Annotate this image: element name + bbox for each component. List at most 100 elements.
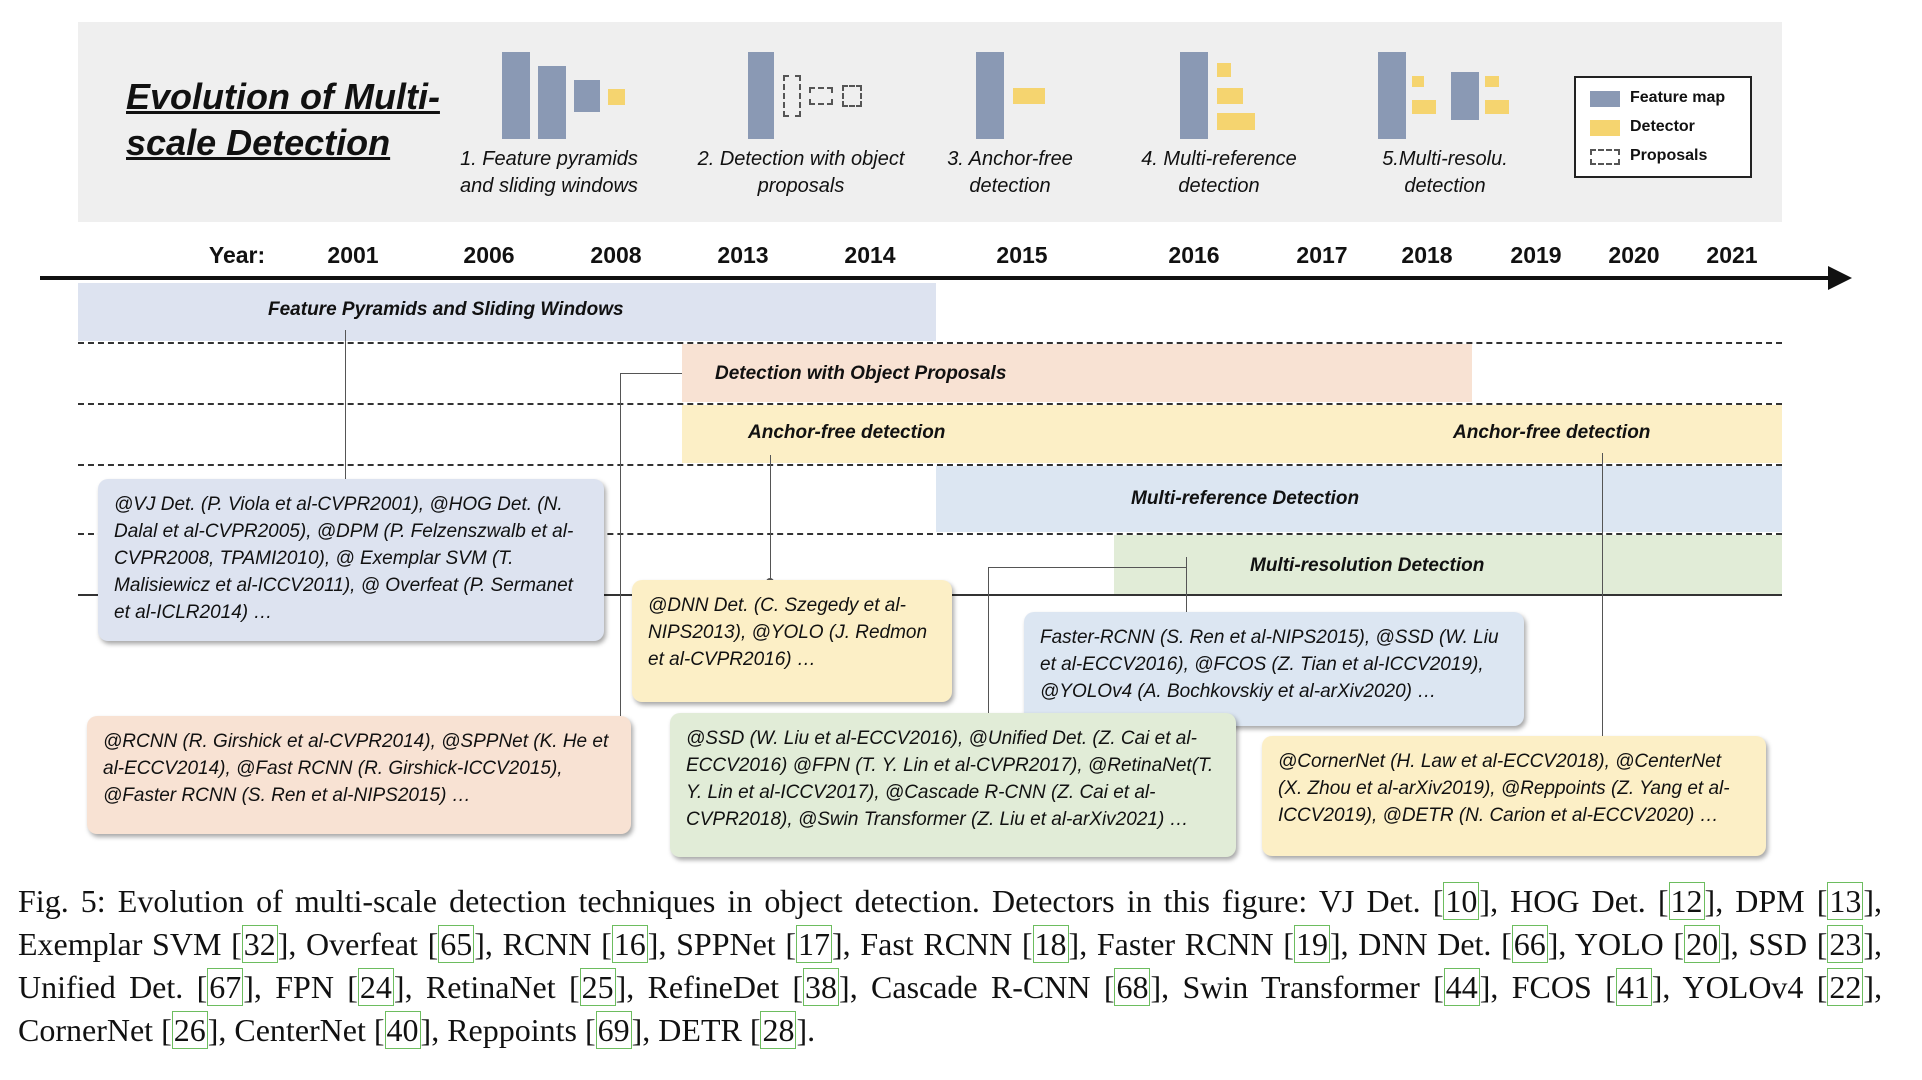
citation-link[interactable]: 10 (1443, 882, 1480, 920)
band-label-anchor-free-2: Anchor-free detection (1453, 422, 1651, 443)
legend-label-detector: Detector (1630, 118, 1695, 135)
caption-detector-name: Exemplar SVM (18, 926, 232, 962)
band-divider (78, 464, 1782, 466)
band-multi-reference: Multi-reference Detection (936, 466, 1782, 532)
band-divider (78, 342, 1782, 344)
detector-icon (1217, 113, 1255, 130)
detector-icon (1217, 88, 1243, 104)
detector-icon (1485, 76, 1499, 87)
detector-swatch-icon (1590, 120, 1620, 136)
connector-line (620, 373, 682, 374)
caption-detector-name: YOLO (1566, 926, 1674, 962)
detector-icon (1412, 76, 1424, 87)
year-tick: 2008 (590, 242, 642, 268)
caption-detector-name: RCNN (492, 926, 602, 962)
citation-link[interactable]: 68 (1114, 968, 1151, 1006)
year-tick: 2021 (1706, 242, 1758, 268)
band-divider (78, 533, 1782, 535)
citation-link[interactable]: 24 (357, 968, 394, 1006)
band-label-anchor-free-1: Anchor-free detection (748, 422, 946, 443)
caption-detector-name: FCOS (1498, 969, 1606, 1005)
caption-detector-name: DPM (1723, 883, 1817, 919)
detector-icon (1485, 100, 1509, 114)
proposal-icon (783, 75, 801, 117)
feature-map-icon (502, 52, 530, 139)
citation-link[interactable]: 41 (1615, 968, 1652, 1006)
citation-link[interactable]: 17 (796, 925, 833, 963)
figure-caption: Fig. 5: Evolution of multi-scale detecti… (18, 880, 1882, 1052)
caption-text: Evolution of multi-scale detection techn… (117, 883, 1308, 919)
detector-icon (1013, 88, 1045, 104)
year-tick: 2001 (327, 242, 379, 268)
feature-map-icon (1378, 52, 1406, 139)
callout-sliding-windows: @VJ Det. (P. Viola et al-CVPR2001), @HOG… (98, 479, 604, 641)
citation-link[interactable]: 22 (1827, 968, 1864, 1006)
citation-link[interactable]: 44 (1443, 968, 1480, 1006)
connector-line (988, 567, 989, 724)
citation-link[interactable]: 19 (1293, 925, 1330, 963)
citation-link[interactable]: 66 (1511, 925, 1548, 963)
citation-link[interactable]: 40 (384, 1011, 421, 1049)
band-label-multi-reference: Multi-reference Detection (1131, 488, 1360, 509)
legend-label-proposals: Proposals (1630, 147, 1708, 164)
feature-map-swatch-icon (1590, 91, 1620, 107)
caption-detector-name: Cascade R-CNN (857, 969, 1104, 1005)
feature-map-icon (1180, 52, 1208, 139)
callout-multi-reference: Faster-RCNN (S. Ren et al-NIPS2015), @SS… (1024, 612, 1524, 726)
year-tick: 2019 (1510, 242, 1562, 268)
panel-3-caption: 3. Anchor-free detection (947, 148, 1073, 197)
band-divider (78, 403, 1782, 405)
callout-object-proposals: @RCNN (R. Girshick et al-CVPR2014), @SPP… (87, 716, 631, 834)
year-tick: 2016 (1168, 242, 1220, 268)
caption-detector-name: Unified Det. (18, 969, 197, 1005)
detector-icon (1217, 63, 1231, 77)
citation-link[interactable]: 32 (241, 925, 278, 963)
citation-link[interactable]: 20 (1684, 925, 1721, 963)
citation-link[interactable]: 67 (207, 968, 244, 1006)
connector-line (620, 373, 621, 731)
band-anchor-free: Anchor-free detection Anchor-free detect… (682, 405, 1782, 463)
legend-label-feature-map: Feature map (1630, 89, 1726, 106)
band-feature-pyramids: Feature Pyramids and Sliding Windows (78, 283, 936, 341)
panel-5-caption: 5.Multi-resolu. detection (1382, 148, 1508, 197)
detector-icon (1412, 100, 1436, 114)
callout-anchor-free-early: @DNN Det. (C. Szegedy et al-NIPS2013), @… (632, 580, 952, 702)
caption-detector-name: HOG Det. (1498, 883, 1658, 919)
citation-link[interactable]: 26 (171, 1011, 208, 1049)
caption-detector-name: Faster RCNN (1087, 926, 1284, 962)
band-label-multi-resolution: Multi-resolution Detection (1250, 555, 1485, 576)
year-tick: 2018 (1401, 242, 1453, 268)
citation-link[interactable]: 25 (579, 968, 616, 1006)
timeline-arrow-icon (1828, 266, 1852, 290)
caption-detector-name: RefineDet (634, 969, 793, 1005)
citation-link[interactable]: 28 (760, 1011, 797, 1049)
citation-link[interactable]: 16 (611, 925, 648, 963)
citation-link[interactable]: 69 (595, 1011, 632, 1049)
caption-detector-name: Swin Transformer (1169, 969, 1434, 1005)
band-label-feature-pyramids: Feature Pyramids and Sliding Windows (268, 299, 624, 320)
connector-line (1602, 453, 1603, 743)
proposal-icon (842, 85, 862, 107)
year-tick: 2013 (717, 242, 769, 268)
caption-detector-name: Reppoints (439, 1012, 585, 1048)
citation-link[interactable]: 65 (438, 925, 475, 963)
feature-map-icon (748, 52, 774, 139)
band-label-object-proposals: Detection with Object Proposals (715, 363, 1007, 384)
citation-link[interactable]: 12 (1668, 882, 1705, 920)
figure-title: Evolution of Multi-scale Detection (126, 76, 440, 163)
year-tick: 2006 (463, 242, 515, 268)
citation-link[interactable]: 13 (1827, 882, 1864, 920)
citation-link[interactable]: 18 (1032, 925, 1069, 963)
citation-link[interactable]: 23 (1827, 925, 1864, 963)
year-tick: 2015 (996, 242, 1048, 268)
callout-anchor-free-late: @CornerNet (H. Law et al-ECCV2018), @Cen… (1262, 736, 1766, 856)
citation-link[interactable]: 38 (803, 968, 840, 1006)
detector-icon (608, 89, 625, 105)
panel-1-caption: 1. Feature pyramids and sliding windows (460, 148, 638, 197)
caption-label: Fig. 5: (18, 883, 106, 919)
connector-line (988, 567, 1186, 568)
caption-detector-name: FPN (261, 969, 348, 1005)
figure-header-panel (78, 22, 1782, 222)
caption-detector-name: VJ Det. (1318, 883, 1433, 919)
panel-2-caption: 2. Detection with object proposals (697, 148, 905, 197)
